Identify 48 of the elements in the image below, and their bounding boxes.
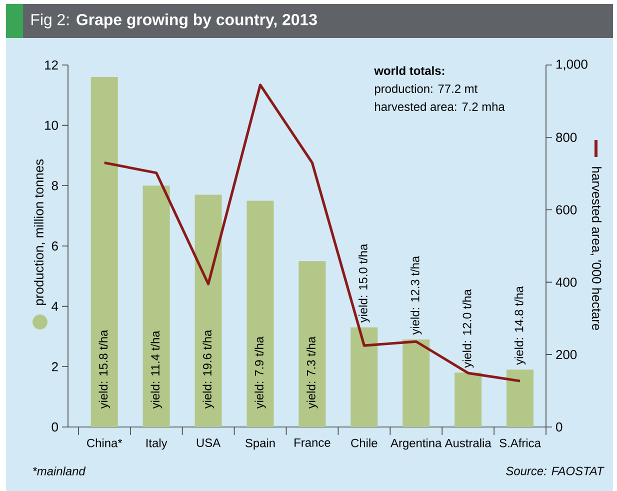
- y-tick-label: 2: [52, 362, 58, 372]
- bar: [298, 261, 326, 427]
- annotation: yield: 15.8 t/ha: [98, 330, 110, 409]
- bar: [246, 200, 274, 427]
- y2-tick-label: 400: [556, 278, 577, 287]
- annotation: yield: 14.8 t/ha: [514, 286, 526, 365]
- annotation: yield: 12.3 t/ha: [410, 256, 422, 335]
- bar: [402, 340, 430, 427]
- x-tick-label: Italy: [146, 438, 168, 450]
- y-tick-label: 10: [45, 120, 58, 130]
- y2-tick-label: 200: [556, 350, 577, 360]
- y-tick-label: 12: [45, 60, 58, 70]
- x-tick-label: Argentina: [390, 438, 442, 450]
- annotation: yield: 12.0 t/ha: [462, 289, 474, 368]
- annotation: world totals:: [374, 66, 444, 75]
- source-note: Source: FAOSTAT: [506, 466, 605, 476]
- annotation: yield: 7.3 t/ha: [306, 336, 318, 409]
- text: *mainland: [32, 466, 86, 476]
- bar: [454, 372, 482, 427]
- annotation: yield: 15.0 t/ha: [358, 244, 370, 323]
- y2-tick-label: 600: [556, 205, 577, 214]
- y2-axis-title: harvested area, '000 hectare: [590, 167, 602, 330]
- x-tick-label: S.Africa: [500, 438, 541, 448]
- bar: [194, 194, 222, 427]
- annotation: harvested area: 7.2 mha: [375, 102, 505, 111]
- x-tick-label: USA: [196, 438, 221, 447]
- bar: [506, 370, 534, 427]
- x-tick-label: Chile: [351, 438, 378, 448]
- annotation: yield: 11.4 t/ha: [150, 330, 162, 409]
- bar: [350, 327, 378, 427]
- y-tick-label: 8: [52, 181, 58, 190]
- bar: [90, 77, 118, 427]
- annotation: yield: 19.6 t/ha: [202, 330, 214, 409]
- x-tick-label: Spain: [246, 438, 275, 450]
- x-tick-label: Australia: [444, 438, 492, 448]
- annotation: production: 77.2 mt: [374, 84, 478, 96]
- bar: [142, 186, 170, 427]
- y-axis-title: production, million tonnes: [34, 159, 46, 305]
- x-tick-label: China*: [87, 438, 122, 448]
- y-tick-label: 6: [52, 241, 58, 251]
- chart-title: Fig 2: Grape growing by country, 2013: [32, 14, 317, 28]
- y2-tick-label: 1,000: [556, 60, 588, 70]
- y-tick-label: 4: [52, 302, 58, 311]
- y2-tick-label: 800: [556, 132, 577, 142]
- y-tick-label: 0: [52, 422, 58, 432]
- x-tick-label: France: [294, 438, 330, 447]
- annotation: yield: 7.9 t/ha: [254, 336, 266, 409]
- y2-tick-label: 0: [556, 422, 562, 432]
